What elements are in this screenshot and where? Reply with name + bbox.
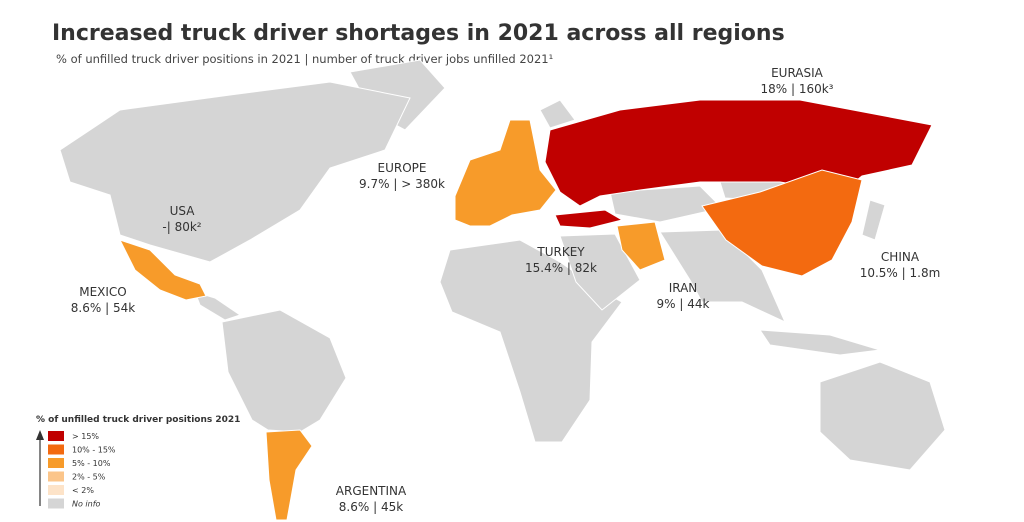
title: Increased truck driver shortages in 2021… xyxy=(52,21,785,46)
subtitle: % of unfilled truck driver positions in … xyxy=(56,52,553,66)
region-name: EURASIA xyxy=(771,66,824,80)
middle-east xyxy=(559,233,641,311)
region-name: CHINA xyxy=(881,250,920,264)
iran-shape xyxy=(616,221,666,271)
legend-swatch xyxy=(48,431,64,441)
north-america xyxy=(59,81,411,263)
scandinavia-north xyxy=(539,99,576,129)
argentina-shape xyxy=(265,429,313,521)
central-america xyxy=(194,291,242,321)
australia xyxy=(819,361,946,471)
landmasses xyxy=(59,59,946,521)
region-name: USA xyxy=(170,204,196,218)
central-asia xyxy=(609,185,723,223)
legend-swatch xyxy=(48,444,64,455)
legend-label: 10% - 15% xyxy=(72,446,116,455)
region-name: TURKEY xyxy=(536,245,585,259)
turkey-shape xyxy=(554,209,624,229)
region-stat: 9.7% | > 380k xyxy=(359,177,445,191)
legend-arrowhead xyxy=(36,430,44,440)
region-stat: 18% | 160k³ xyxy=(760,82,833,96)
legend-swatch xyxy=(48,471,64,482)
legend-label: No info xyxy=(72,500,101,509)
legend: % of unfilled truck driver positions 202… xyxy=(36,415,240,509)
legend-label: 5% - 10% xyxy=(72,459,111,468)
legend-swatch xyxy=(48,458,64,468)
europe-shape xyxy=(454,119,557,227)
region-name: MEXICO xyxy=(79,285,127,299)
legend-swatch xyxy=(48,498,64,509)
region-name: IRAN xyxy=(669,281,698,295)
region-stat: 15.4% | 82k xyxy=(525,261,597,275)
south-america xyxy=(221,309,347,433)
region-name: EUROPE xyxy=(378,161,427,175)
region-stat: 8.6% | 45k xyxy=(339,500,403,514)
legend-label: > 15% xyxy=(72,432,99,441)
legend-swatch xyxy=(48,485,64,495)
legend-label: 2% - 5% xyxy=(72,473,106,482)
region-stat: 8.6% | 54k xyxy=(71,301,135,315)
japan xyxy=(861,199,886,241)
mexico-shape xyxy=(119,239,207,301)
legend-label: < 2% xyxy=(72,486,94,495)
region-name: ARGENTINA xyxy=(336,484,407,498)
legend-title: % of unfilled truck driver positions 202… xyxy=(36,415,240,425)
region-labels: EURASIA 18% | 160k³ EUROPE 9.7% | > 380k USA… xyxy=(71,66,940,514)
region-stat: 9% | 44k xyxy=(657,297,710,311)
indonesia xyxy=(759,329,881,356)
china-shape xyxy=(701,169,863,277)
region-stat: -| 80k² xyxy=(162,220,201,234)
region-stat: 10.5% | 1.8m xyxy=(860,266,941,280)
africa xyxy=(439,239,623,443)
